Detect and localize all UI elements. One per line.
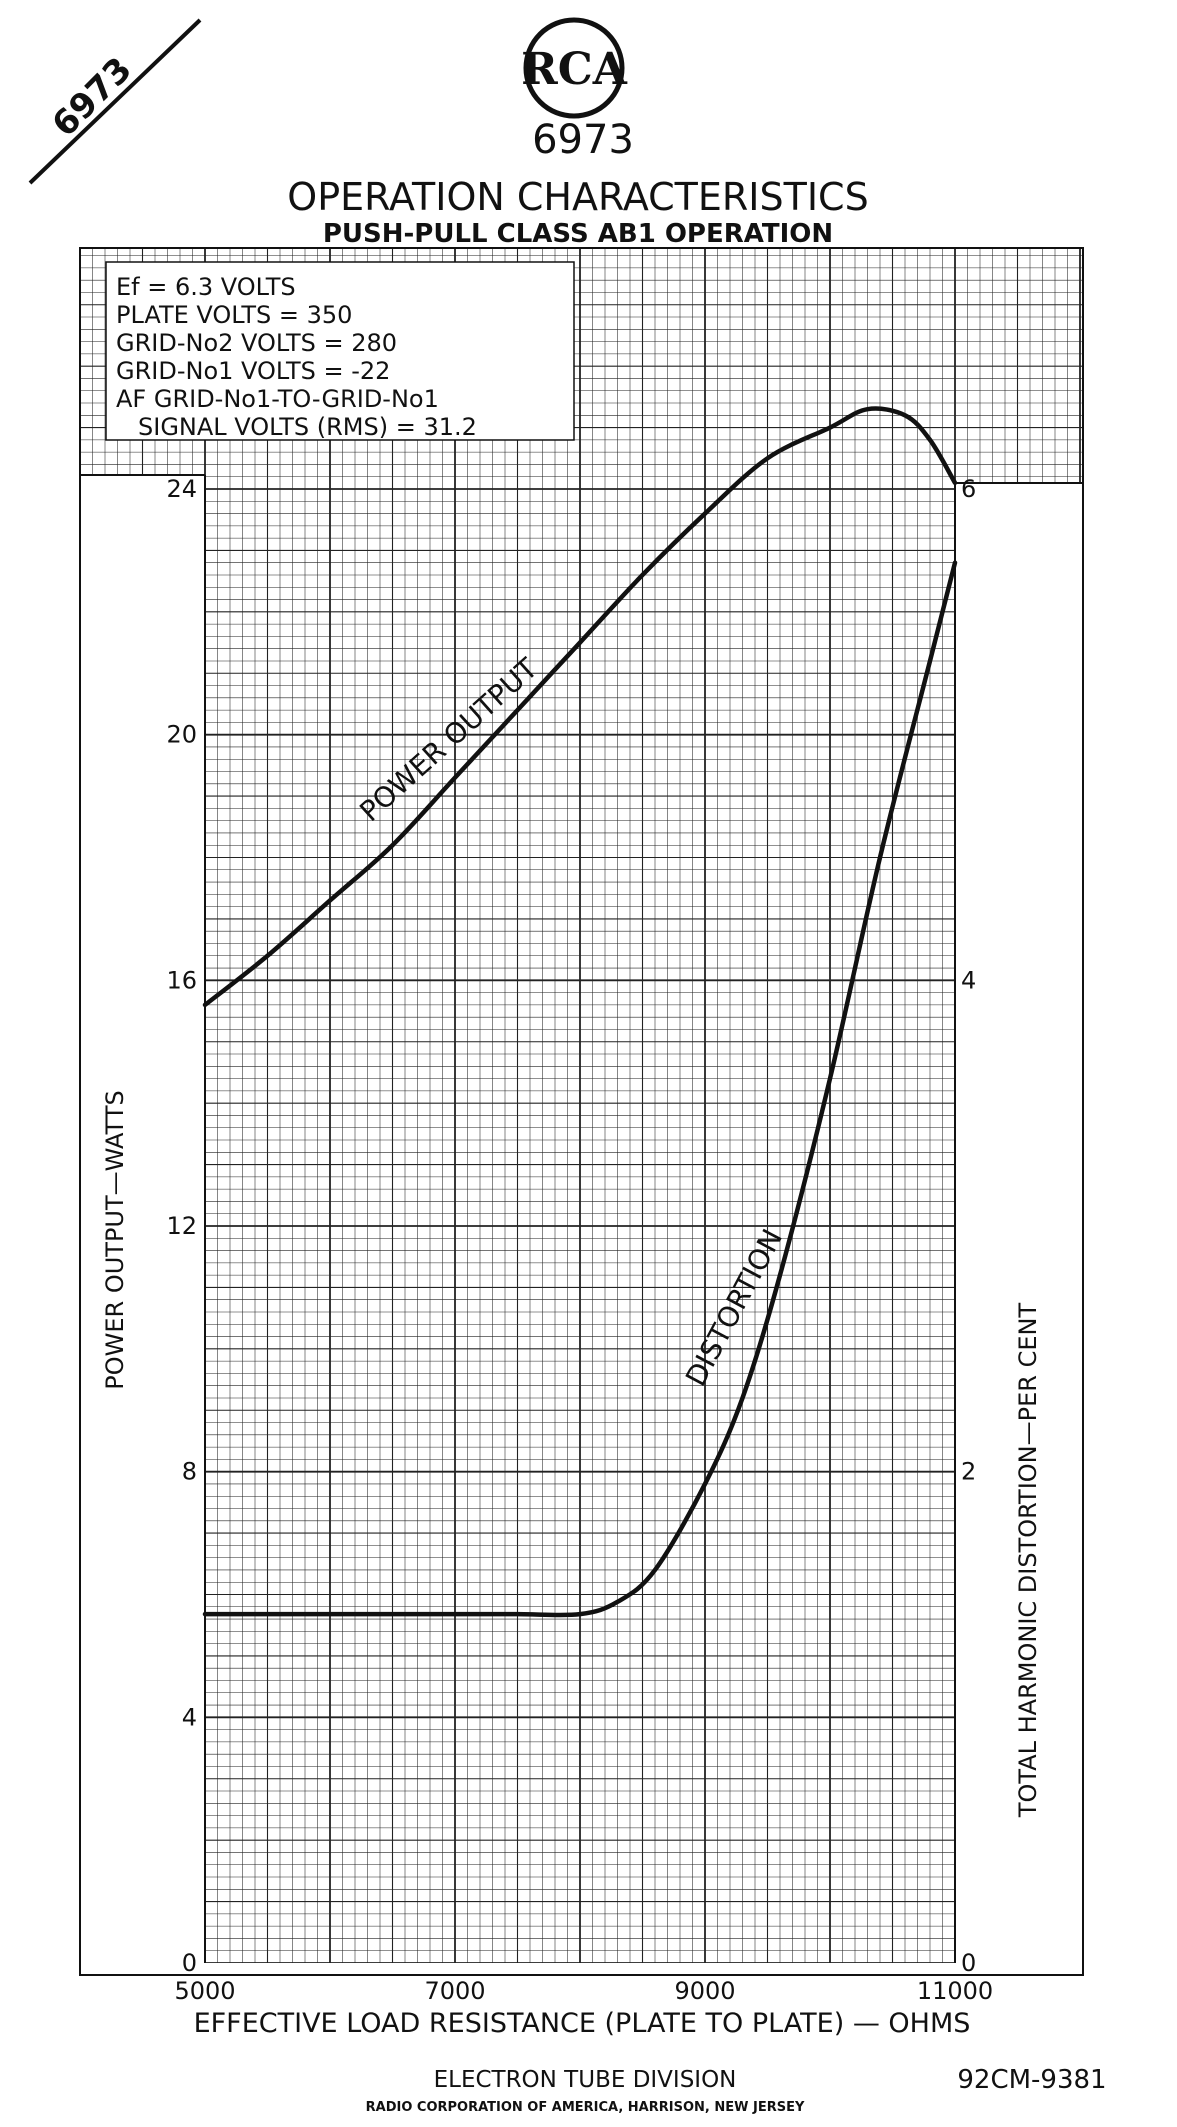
y-tick-label-left: 4	[182, 1703, 197, 1731]
page-subtitle: PUSH-PULL CLASS AB1 OPERATION	[323, 219, 833, 249]
y-tick-label-left: 16	[166, 966, 197, 994]
condition-line: SIGNAL VOLTS (RMS) = 31.2	[138, 413, 477, 441]
footer-company: RADIO CORPORATION OF AMERICA, HARRISON, …	[366, 2100, 805, 2115]
y-tick-label-left: 8	[182, 1458, 197, 1486]
x-tick-label: 5000	[174, 1977, 235, 2005]
condition-line: PLATE VOLTS = 350	[116, 301, 352, 329]
chart-labels: POWER OUTPUT DISTORTION EFFECTIVE LOAD R…	[101, 475, 1042, 2039]
x-tick-label: 7000	[424, 1977, 485, 2005]
rca-logo: RCA	[521, 17, 628, 119]
condition-line: GRID-No2 VOLTS = 280	[116, 329, 397, 357]
y-tick-label-left: 12	[166, 1212, 197, 1240]
series-line-distortion	[202, 560, 958, 1618]
chart-masks	[80, 475, 1083, 1989]
x-tick-label: 9000	[674, 1977, 735, 2005]
y-tick-label-left: 20	[166, 721, 197, 749]
page-title: OPERATION CHARACTERISTICS	[287, 175, 868, 219]
y-tick-label-left: 24	[166, 475, 197, 503]
rca-logo-text: RCA	[521, 44, 628, 95]
y-tick-label-left: 0	[182, 1949, 197, 1977]
corner-code: 6973	[45, 50, 140, 145]
drawing-number: 92CM-9381	[957, 2065, 1106, 2095]
chart-grid	[79, 248, 1083, 1964]
y-axis-label-right: TOTAL HARMONIC DISTORTION—PER CENT	[1014, 1303, 1042, 1819]
y-axis-label-left: POWER OUTPUT—WATTS	[101, 1090, 129, 1389]
corner-mark: 6973	[28, 18, 202, 185]
series-line-power-output	[202, 406, 958, 1008]
series-label-power-output: POWER OUTPUT	[353, 651, 544, 828]
conditions-box: Ef = 6.3 VOLTS PLATE VOLTS = 350 GRID-No…	[105, 261, 575, 441]
chart: POWER OUTPUT DISTORTION EFFECTIVE LOAD R…	[79, 247, 1084, 2039]
y-tick-label-right: 0	[961, 1949, 976, 1977]
x-axis-label: EFFECTIVE LOAD RESISTANCE (PLATE TO PLAT…	[194, 2008, 971, 2039]
condition-line: AF GRID-No1-TO-GRID-No1	[116, 385, 439, 413]
footer-division: ELECTRON TUBE DIVISION	[434, 2067, 737, 2093]
y-tick-label-right: 4	[961, 966, 976, 994]
x-tick-label: 11000	[917, 1977, 993, 2005]
condition-line: GRID-No1 VOLTS = -22	[116, 357, 390, 385]
chart-curves	[202, 406, 958, 1618]
y-tick-label-right: 6	[961, 475, 976, 503]
condition-line: Ef = 6.3 VOLTS	[116, 273, 296, 301]
y-tick-label-right: 2	[961, 1458, 976, 1486]
tube-type: 6973	[532, 117, 634, 163]
chart-frame	[79, 247, 1084, 1976]
